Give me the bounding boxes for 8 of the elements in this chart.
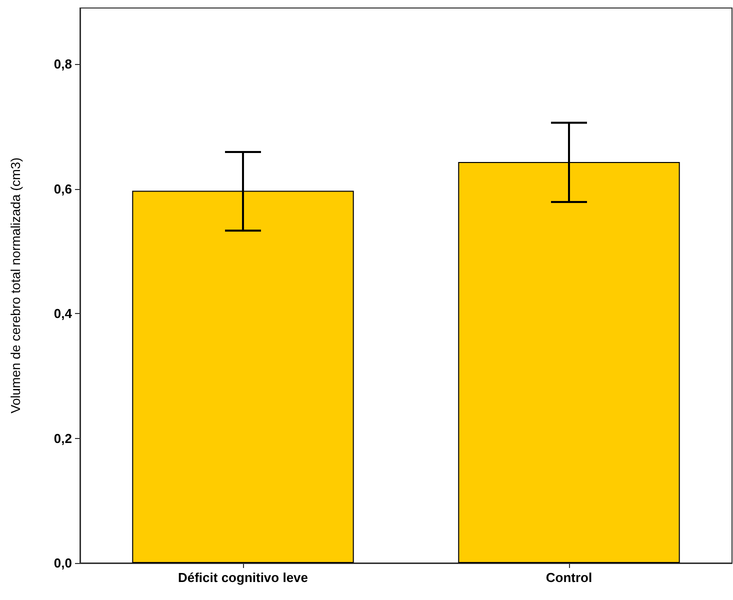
y-axis-title: Volumen de cerebro total normalizada (cm3) (8, 158, 23, 414)
y-tick-label: 0,2 (54, 430, 72, 446)
x-tick-label: Déficit cognitivo leve (178, 570, 308, 585)
y-tick-label: 0,0 (54, 556, 72, 570)
y-tick-label: 0,4 (54, 306, 73, 322)
y-tick-label: 0,8 (54, 56, 72, 72)
x-tick-label: Control (546, 570, 592, 585)
y-tick-label: 0,6 (54, 181, 72, 196)
